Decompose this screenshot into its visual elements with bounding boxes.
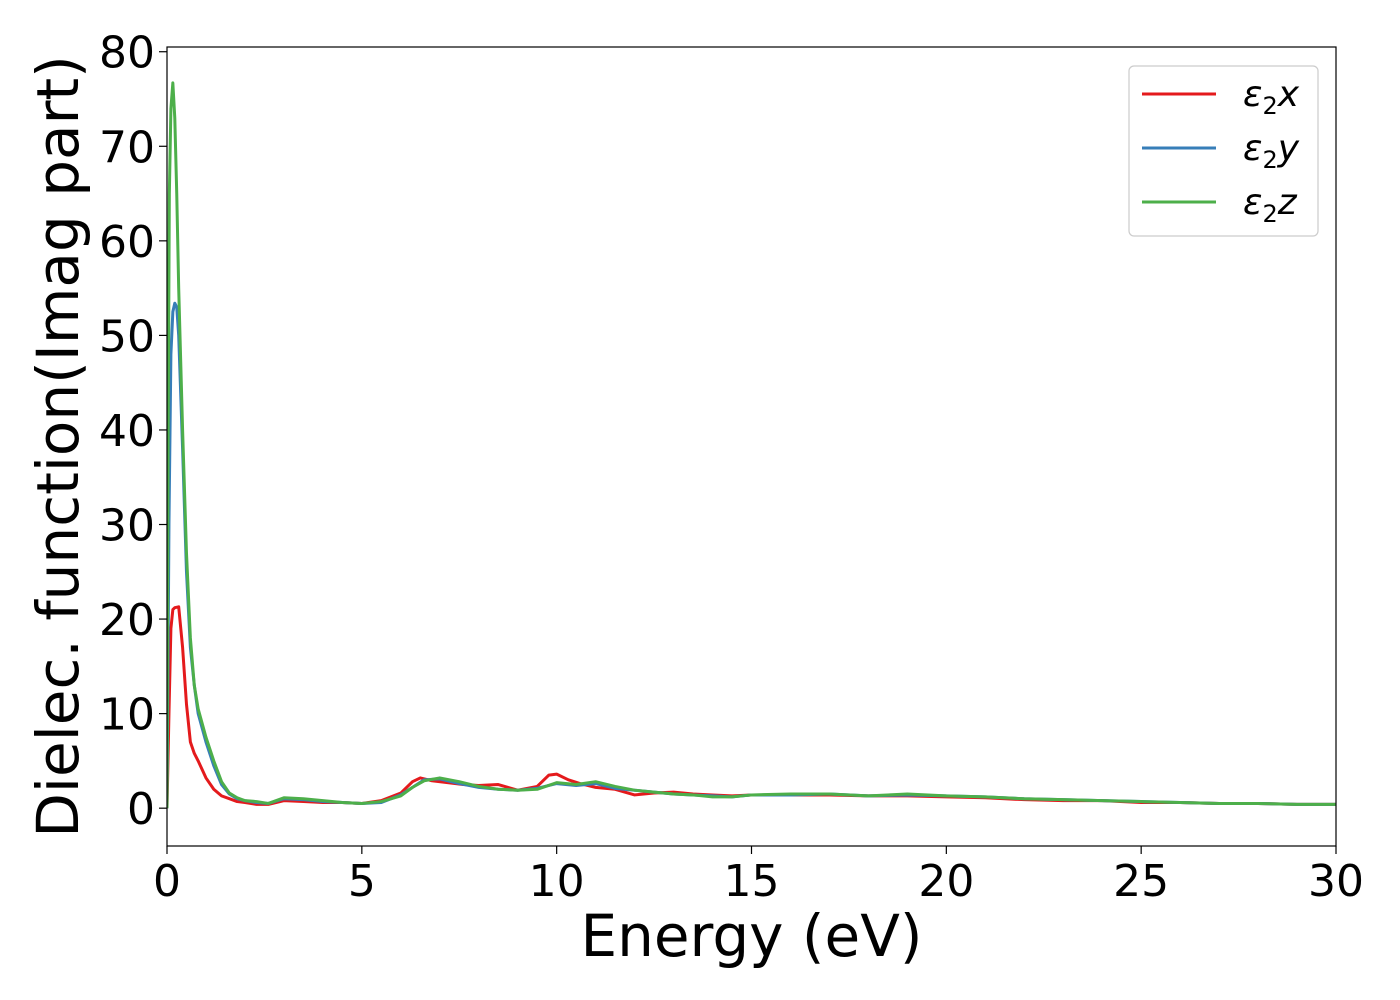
- legend-item-y: ε2y: [1142, 128, 1300, 174]
- legend-items: ε2x ε2y ε2z: [1142, 74, 1300, 228]
- legend-box: [1128, 65, 1319, 237]
- legend-label-y: ε2y: [1243, 128, 1300, 174]
- x-tick-label: 25: [1113, 856, 1169, 907]
- legend-label-x: ε2x: [1243, 74, 1300, 120]
- x-tick-label: 5: [348, 856, 376, 907]
- y-tick-label: 60: [99, 217, 155, 268]
- series-line-x: [167, 605, 1336, 809]
- legend-item-z: ε2z: [1142, 182, 1298, 228]
- y-tick-label: 0: [127, 784, 155, 835]
- x-tick-label: 0: [153, 856, 181, 907]
- ticks-layer: 0 5 10 15 20 25 30 0 10 20 30 40 50 60 70 80: [99, 28, 1364, 907]
- x-tick-label: 20: [918, 856, 974, 907]
- legend-label-z: ε2z: [1243, 182, 1298, 228]
- x-tick-label: 15: [724, 856, 780, 907]
- x-axis-label: Energy (eV): [580, 902, 922, 970]
- y-tick-label: 30: [99, 501, 155, 552]
- y-tick-label: 20: [99, 595, 155, 646]
- legend: ε2x ε2y ε2z: [1128, 65, 1319, 237]
- series-line-y: [167, 301, 1336, 809]
- series-layer: [167, 81, 1336, 809]
- legend-item-x: ε2x: [1142, 74, 1300, 120]
- x-tick-label: 30: [1308, 856, 1364, 907]
- y-tick-label: 70: [99, 122, 155, 173]
- y-tick-label: 10: [99, 690, 155, 741]
- y-tick-label: 50: [99, 311, 155, 362]
- y-tick-label: 80: [99, 28, 155, 79]
- series-line-z: [167, 81, 1336, 809]
- y-tick-label: 40: [99, 406, 155, 457]
- y-axis-label: Dielec. function(Imag part): [24, 55, 92, 838]
- x-tick-label: 10: [529, 856, 585, 907]
